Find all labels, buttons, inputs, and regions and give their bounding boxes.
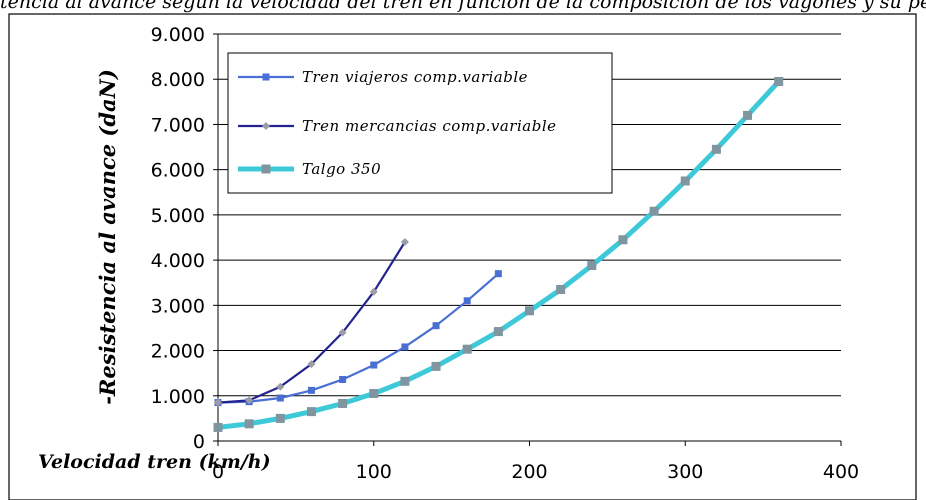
y-tick-label: 7.000 — [151, 114, 205, 136]
y-tick-label: 8.000 — [151, 69, 205, 91]
legend-marker — [261, 164, 271, 174]
data-point — [618, 235, 628, 245]
data-point — [774, 76, 784, 86]
data-point — [743, 110, 753, 120]
data-point — [306, 407, 316, 417]
data-point — [680, 176, 690, 186]
data-point — [213, 422, 223, 432]
data-point — [462, 344, 472, 354]
data-point — [463, 297, 471, 305]
series-layer — [213, 76, 784, 432]
data-point — [245, 396, 254, 405]
data-point — [369, 287, 378, 296]
data-point — [556, 285, 566, 295]
data-point — [493, 327, 503, 337]
x-tick-label: 0 — [212, 461, 224, 483]
data-point — [711, 144, 721, 154]
data-point — [276, 382, 285, 391]
data-point — [369, 389, 379, 399]
data-point — [275, 413, 285, 423]
y-tick-label: 6.000 — [151, 160, 205, 182]
data-point — [276, 394, 284, 402]
y-tick-label: 5.000 — [151, 205, 205, 227]
data-point — [494, 270, 502, 278]
data-point — [649, 206, 659, 216]
data-point — [307, 386, 315, 394]
y-tick-label: 1.000 — [151, 386, 205, 408]
y-tick-label: 0 — [193, 431, 205, 453]
data-point — [401, 343, 409, 351]
y-axis-ticks: 0 1.000 2.000 3.000 4.000 5.000 6.000 7.000 8.00… — [151, 24, 218, 453]
legend: Tren viajeros comp.variable Tren mercanci… — [227, 52, 613, 194]
y-tick-label: 9.000 — [151, 24, 205, 46]
data-point — [431, 361, 441, 371]
data-point — [370, 361, 378, 369]
y-tick-label: 4.000 — [151, 250, 205, 272]
data-point — [587, 261, 597, 271]
x-axis-ticks: 0 100 200 300 400 — [212, 441, 859, 483]
x-tick-label: 200 — [511, 461, 547, 483]
data-point — [525, 306, 534, 316]
x-tick-label: 400 — [823, 461, 859, 483]
series-line — [216, 272, 500, 404]
data-point — [339, 375, 347, 383]
y-tick-label: 3.000 — [151, 295, 205, 317]
data-point — [214, 398, 222, 407]
legend-label: Tren mercancias comp.variable — [302, 117, 557, 135]
data-point — [338, 328, 347, 337]
top-caption: ...esistencia al avance según la velocid… — [0, 0, 926, 13]
legend-marker — [262, 73, 270, 81]
y-tick-label: 2.000 — [151, 341, 205, 363]
x-tick-label: 100 — [356, 461, 392, 483]
legend-marker — [262, 122, 270, 130]
legend-label: Tren viajeros comp.variable — [302, 68, 528, 86]
y-axis-label: -Resistencia al avance (daN) — [95, 69, 120, 405]
data-point — [244, 419, 254, 429]
data-point — [432, 322, 440, 330]
legend-label: Talgo 350 — [302, 160, 381, 178]
data-point — [400, 376, 410, 386]
x-tick-label: 300 — [667, 461, 703, 483]
data-point — [307, 360, 316, 369]
x-axis-label: Velocidad tren (km/h) — [38, 451, 271, 473]
data-point — [338, 398, 348, 408]
data-point — [400, 238, 409, 247]
